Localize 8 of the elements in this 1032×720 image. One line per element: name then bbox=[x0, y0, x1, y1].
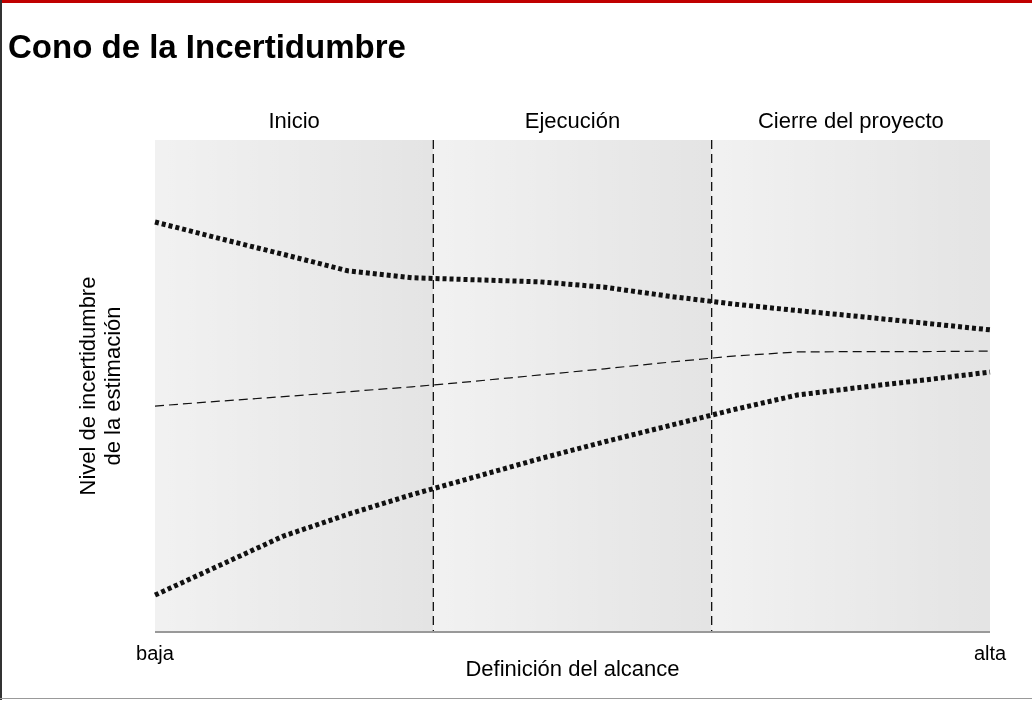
text: Ejecución bbox=[524, 108, 621, 133]
x-tick-label: alta bbox=[973, 642, 1007, 664]
text: Cierre del proyecto bbox=[757, 108, 944, 133]
chart-title: Cono de la Incertidumbre bbox=[8, 28, 406, 65]
x-axis-title: Definición del alcance bbox=[465, 656, 680, 681]
x-tick-label: baja bbox=[136, 642, 175, 664]
y-axis-title: Nivel de incertidumbre de la estimación bbox=[75, 276, 125, 496]
text: Inicio bbox=[268, 108, 320, 133]
